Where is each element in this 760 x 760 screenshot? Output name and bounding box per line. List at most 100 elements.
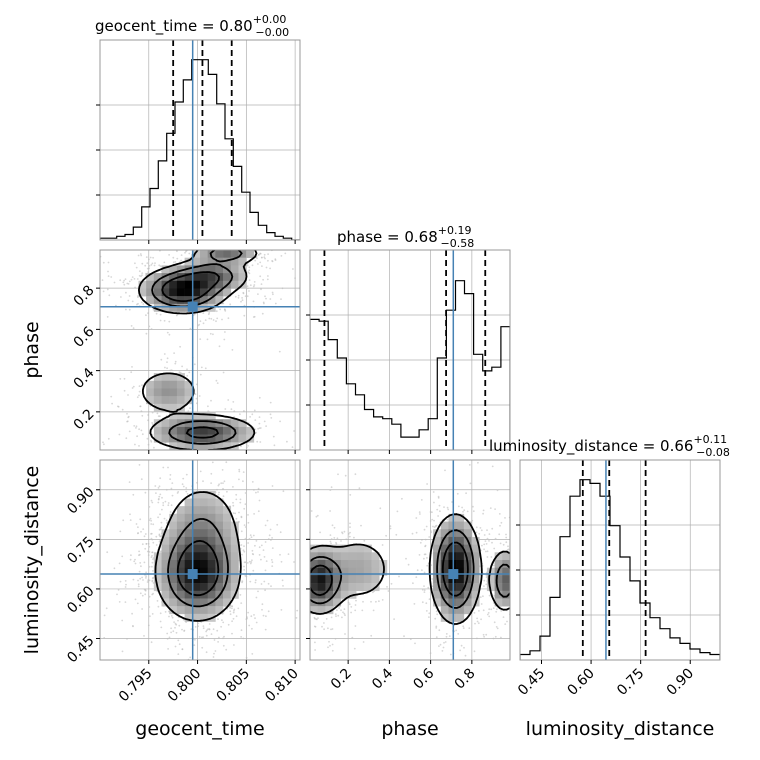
sample-point	[491, 527, 494, 530]
sample-point	[322, 448, 324, 450]
sample-point	[259, 252, 261, 255]
sample-point	[240, 544, 243, 546]
sample-point	[138, 570, 141, 573]
density-cell	[448, 552, 457, 561]
sample-point	[198, 395, 201, 397]
sample-point	[350, 606, 353, 608]
sample-point	[117, 245, 119, 247]
sample-point	[486, 550, 489, 553]
sample-point	[194, 247, 196, 249]
x-axis-label-geocent-time: geocent_time	[135, 718, 264, 740]
sample-point	[317, 617, 319, 619]
sample-point	[148, 551, 151, 553]
sample-point	[472, 510, 475, 513]
histogram-step-line	[310, 280, 510, 450]
density-cell	[200, 613, 208, 622]
sample-point	[505, 536, 508, 539]
sample-point	[178, 246, 180, 248]
sample-point	[177, 653, 180, 655]
sample-point	[494, 508, 496, 510]
density-cell	[192, 583, 201, 592]
sample-point	[232, 504, 235, 507]
density-cell	[184, 513, 193, 522]
sample-point	[139, 518, 142, 521]
density-cell	[223, 583, 232, 592]
sample-point	[210, 461, 212, 463]
sample-point	[513, 587, 515, 589]
sample-point	[223, 338, 226, 341]
density-cell	[463, 606, 472, 615]
sample-point	[151, 551, 154, 554]
sample-point	[147, 312, 149, 314]
density-cell	[440, 529, 449, 538]
sample-point	[251, 481, 254, 483]
sample-point	[268, 534, 271, 537]
sample-point	[151, 613, 154, 615]
sample-point	[117, 589, 120, 591]
sample-point	[513, 589, 515, 591]
sample-point	[219, 308, 222, 311]
sample-point	[265, 266, 268, 269]
sample-point	[469, 661, 471, 663]
contour-line	[138, 250, 258, 450]
sample-point	[536, 526, 538, 528]
sample-point	[282, 553, 284, 555]
sample-point	[398, 575, 400, 578]
sample-point	[486, 529, 488, 532]
sample-point	[407, 563, 410, 566]
sample-point	[244, 492, 247, 494]
density-cell	[184, 590, 193, 599]
sample-point	[247, 445, 249, 447]
sample-point	[270, 417, 273, 419]
sample-point	[271, 537, 273, 539]
sample-point	[337, 473, 339, 476]
sample-point	[333, 537, 336, 539]
sample-point	[212, 628, 215, 631]
sample-point	[144, 264, 147, 267]
sample-point	[257, 487, 260, 490]
sample-point	[184, 251, 186, 254]
sample-point	[351, 636, 354, 639]
sample-point	[496, 608, 498, 611]
sample-point	[512, 596, 514, 598]
sample-point	[232, 401, 235, 403]
density-cell	[348, 583, 357, 592]
sample-point	[267, 582, 270, 585]
sample-point	[285, 635, 287, 637]
density-cell	[200, 606, 208, 615]
sample-point	[297, 586, 299, 588]
sample-point	[137, 526, 139, 529]
sample-point	[423, 557, 425, 560]
contour-line	[310, 513, 510, 625]
sample-point	[223, 480, 226, 483]
sample-point	[354, 604, 357, 606]
sample-point	[153, 264, 156, 267]
sample-point	[159, 535, 162, 538]
sample-point	[348, 535, 351, 538]
sample-point	[258, 422, 261, 425]
sample-point	[165, 519, 168, 522]
sample-point	[381, 599, 384, 601]
sample-point	[251, 627, 253, 630]
sample-point	[205, 630, 208, 633]
density-cell	[310, 552, 318, 561]
density-cell	[456, 575, 465, 584]
sample-point	[283, 528, 285, 530]
sample-point	[353, 536, 355, 539]
sample-point	[516, 573, 518, 575]
sample-point	[194, 638, 196, 641]
density-cell	[176, 567, 185, 576]
sample-point	[174, 645, 177, 648]
sample-point	[272, 595, 274, 597]
sample-point	[180, 259, 183, 262]
sample-point	[330, 538, 333, 540]
y-tick-label-luminosity-distance: 0.90	[64, 484, 97, 517]
sample-point	[131, 276, 134, 278]
sample-point	[495, 626, 498, 628]
density-cell	[502, 590, 510, 599]
sample-point	[431, 518, 434, 521]
density-cell	[310, 590, 318, 599]
sample-point	[205, 651, 208, 654]
sample-point	[202, 246, 204, 248]
sample-point	[500, 636, 502, 639]
